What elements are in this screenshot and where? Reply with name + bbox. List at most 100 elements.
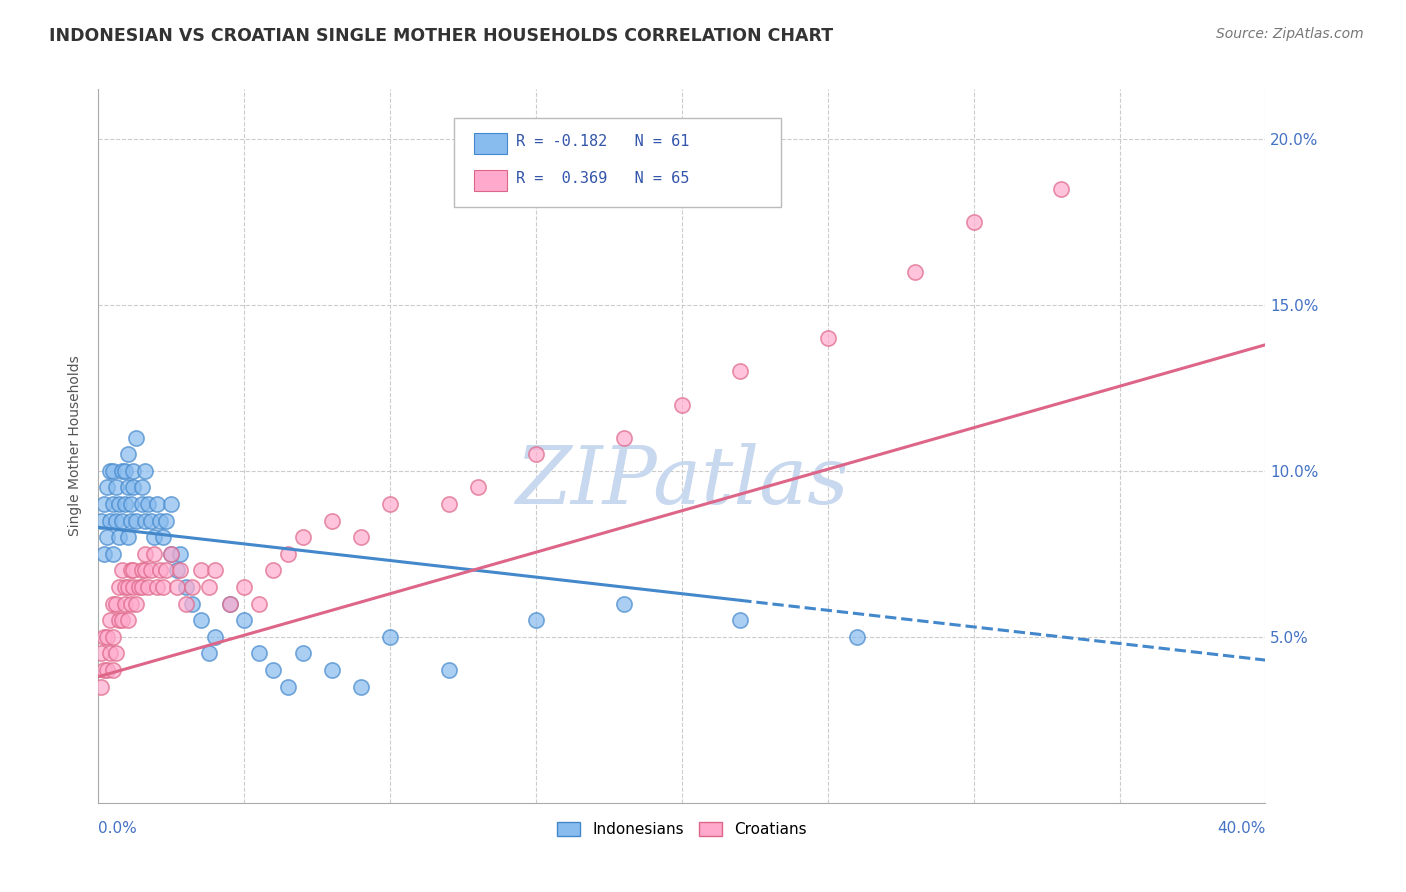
- Point: [291, 647, 314, 661]
- Point: [96, 630, 118, 644]
- Point: [730, 613, 752, 627]
- Point: [98, 514, 121, 528]
- Point: [174, 597, 197, 611]
- Legend: Indonesians, Croatians: Indonesians, Croatians: [550, 814, 814, 845]
- Point: [96, 481, 118, 495]
- Point: [114, 464, 136, 478]
- Point: [437, 663, 460, 677]
- Text: 0.0%: 0.0%: [98, 821, 138, 836]
- Point: [180, 580, 202, 594]
- Point: [149, 564, 172, 578]
- Point: [128, 580, 150, 594]
- Point: [846, 630, 869, 644]
- FancyBboxPatch shape: [454, 118, 782, 207]
- Point: [93, 547, 115, 561]
- Point: [125, 514, 148, 528]
- Point: [204, 630, 226, 644]
- Point: [146, 580, 169, 594]
- Point: [233, 613, 256, 627]
- Point: [149, 514, 172, 528]
- Point: [612, 431, 634, 445]
- Point: [108, 497, 131, 511]
- Point: [437, 497, 460, 511]
- Point: [160, 547, 183, 561]
- Point: [218, 597, 240, 611]
- Point: [104, 597, 127, 611]
- Point: [101, 630, 124, 644]
- Point: [612, 597, 634, 611]
- Point: [291, 530, 314, 544]
- Point: [90, 647, 112, 661]
- Point: [190, 613, 212, 627]
- Point: [198, 580, 221, 594]
- Text: R = -0.182   N = 61: R = -0.182 N = 61: [516, 134, 689, 149]
- Point: [174, 580, 197, 594]
- Point: [122, 580, 145, 594]
- Point: [277, 680, 299, 694]
- Point: [136, 497, 159, 511]
- Point: [111, 464, 134, 478]
- Point: [98, 464, 121, 478]
- Point: [131, 564, 153, 578]
- Point: [111, 613, 134, 627]
- Point: [93, 630, 115, 644]
- Point: [160, 497, 183, 511]
- Point: [817, 331, 839, 345]
- Point: [380, 497, 402, 511]
- Point: [155, 564, 177, 578]
- Y-axis label: Single Mother Households: Single Mother Households: [69, 356, 83, 536]
- Point: [108, 530, 131, 544]
- Point: [321, 663, 343, 677]
- Point: [117, 481, 139, 495]
- Text: 40.0%: 40.0%: [1218, 821, 1265, 836]
- Point: [131, 580, 153, 594]
- Point: [233, 580, 256, 594]
- Point: [962, 215, 984, 229]
- Point: [136, 580, 159, 594]
- Point: [218, 597, 240, 611]
- Point: [524, 447, 547, 461]
- Point: [152, 530, 174, 544]
- Point: [134, 514, 156, 528]
- Point: [101, 663, 124, 677]
- Point: [904, 265, 927, 279]
- Point: [120, 597, 142, 611]
- Point: [104, 481, 127, 495]
- Point: [671, 397, 693, 411]
- Point: [146, 497, 169, 511]
- Point: [198, 647, 221, 661]
- Text: ZIPatlas: ZIPatlas: [515, 443, 849, 520]
- Point: [134, 464, 156, 478]
- Point: [114, 597, 136, 611]
- Point: [104, 647, 127, 661]
- Point: [204, 564, 226, 578]
- Text: Source: ZipAtlas.com: Source: ZipAtlas.com: [1216, 27, 1364, 41]
- Bar: [474, 169, 508, 191]
- Text: R =  0.369   N = 65: R = 0.369 N = 65: [516, 171, 689, 186]
- Point: [96, 530, 118, 544]
- Point: [117, 447, 139, 461]
- Point: [114, 497, 136, 511]
- Point: [247, 597, 270, 611]
- Point: [142, 530, 165, 544]
- Point: [125, 431, 148, 445]
- Point: [467, 481, 489, 495]
- Point: [1050, 182, 1073, 196]
- Point: [180, 597, 202, 611]
- Point: [120, 497, 142, 511]
- Point: [190, 564, 212, 578]
- Text: INDONESIAN VS CROATIAN SINGLE MOTHER HOUSEHOLDS CORRELATION CHART: INDONESIAN VS CROATIAN SINGLE MOTHER HOU…: [49, 27, 834, 45]
- Point: [139, 514, 162, 528]
- Point: [122, 481, 145, 495]
- Point: [101, 597, 124, 611]
- Point: [101, 547, 124, 561]
- Point: [166, 580, 188, 594]
- Point: [166, 564, 188, 578]
- Point: [98, 647, 121, 661]
- Point: [122, 464, 145, 478]
- Point: [142, 547, 165, 561]
- Point: [101, 497, 124, 511]
- Point: [108, 613, 131, 627]
- Point: [730, 364, 752, 378]
- Point: [114, 580, 136, 594]
